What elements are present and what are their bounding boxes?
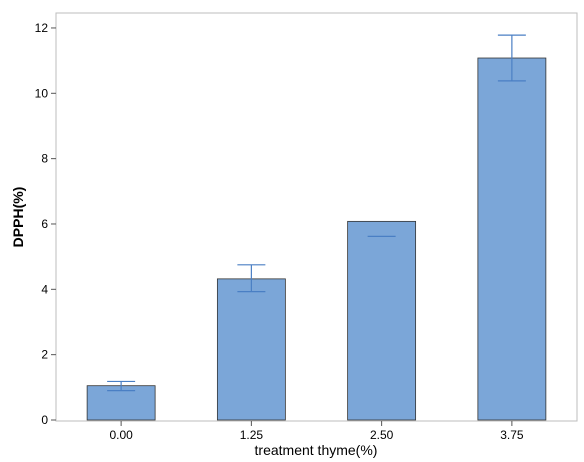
error-bar-0.00 bbox=[107, 380, 136, 392]
y-tick-label: 2 bbox=[41, 348, 48, 362]
error-bar-1.25 bbox=[237, 264, 266, 293]
bars-group bbox=[86, 57, 547, 421]
plot-frame bbox=[55, 12, 578, 422]
error-bars-group bbox=[107, 34, 526, 392]
y-tick-label: 8 bbox=[41, 152, 48, 166]
x-tick-label: 1.25 bbox=[240, 428, 264, 442]
x-tick-label: 0.00 bbox=[109, 428, 133, 442]
y-tick-label: 12 bbox=[35, 21, 49, 35]
y-tick-label: 10 bbox=[35, 86, 49, 100]
y-tick-label: 6 bbox=[41, 217, 48, 231]
bar-2.50 bbox=[347, 220, 417, 421]
x-tick-label: 2.50 bbox=[370, 428, 394, 442]
bar-1.25 bbox=[216, 278, 286, 421]
y-tick-label: 4 bbox=[41, 282, 48, 296]
x-tick-label: 3.75 bbox=[500, 428, 524, 442]
y-tick-label: 0 bbox=[41, 413, 48, 427]
y-axis: 0 2 4 6 8 10 12 bbox=[35, 21, 56, 427]
bar-3.75 bbox=[477, 57, 547, 421]
y-axis-label: DPPH(%) bbox=[10, 187, 26, 248]
x-axis: 0.00 1.25 2.50 3.75 bbox=[109, 421, 524, 442]
x-axis-label: treatment thyme(%) bbox=[255, 442, 378, 458]
bar-0.00 bbox=[86, 385, 156, 421]
error-bar-3.75 bbox=[497, 34, 526, 82]
